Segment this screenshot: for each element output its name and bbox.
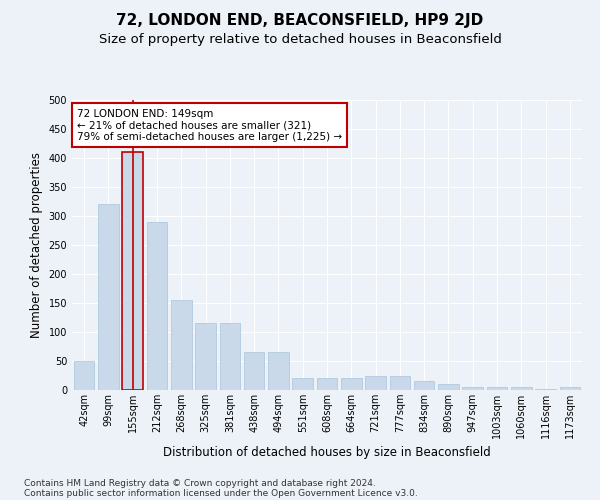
Bar bbox=[292, 378, 313, 390]
Text: 72, LONDON END, BEACONSFIELD, HP9 2JD: 72, LONDON END, BEACONSFIELD, HP9 2JD bbox=[116, 12, 484, 28]
Bar bbox=[414, 382, 434, 390]
Bar bbox=[487, 387, 508, 390]
Bar bbox=[220, 324, 240, 390]
Bar bbox=[74, 361, 94, 390]
Bar bbox=[511, 387, 532, 390]
Bar bbox=[389, 376, 410, 390]
Bar bbox=[268, 352, 289, 390]
Text: Contains public sector information licensed under the Open Government Licence v3: Contains public sector information licen… bbox=[24, 488, 418, 498]
Bar bbox=[365, 376, 386, 390]
Bar bbox=[535, 389, 556, 390]
Text: 72 LONDON END: 149sqm
← 21% of detached houses are smaller (321)
79% of semi-det: 72 LONDON END: 149sqm ← 21% of detached … bbox=[77, 108, 342, 142]
Text: Size of property relative to detached houses in Beaconsfield: Size of property relative to detached ho… bbox=[98, 32, 502, 46]
Bar bbox=[244, 352, 265, 390]
Bar bbox=[560, 387, 580, 390]
X-axis label: Distribution of detached houses by size in Beaconsfield: Distribution of detached houses by size … bbox=[163, 446, 491, 460]
Bar bbox=[98, 204, 119, 390]
Bar bbox=[317, 378, 337, 390]
Bar bbox=[438, 384, 459, 390]
Bar bbox=[146, 222, 167, 390]
Y-axis label: Number of detached properties: Number of detached properties bbox=[30, 152, 43, 338]
Bar bbox=[171, 300, 191, 390]
Bar bbox=[463, 387, 483, 390]
Text: Contains HM Land Registry data © Crown copyright and database right 2024.: Contains HM Land Registry data © Crown c… bbox=[24, 478, 376, 488]
Bar bbox=[341, 378, 362, 390]
Bar bbox=[122, 152, 143, 390]
Bar bbox=[195, 324, 216, 390]
